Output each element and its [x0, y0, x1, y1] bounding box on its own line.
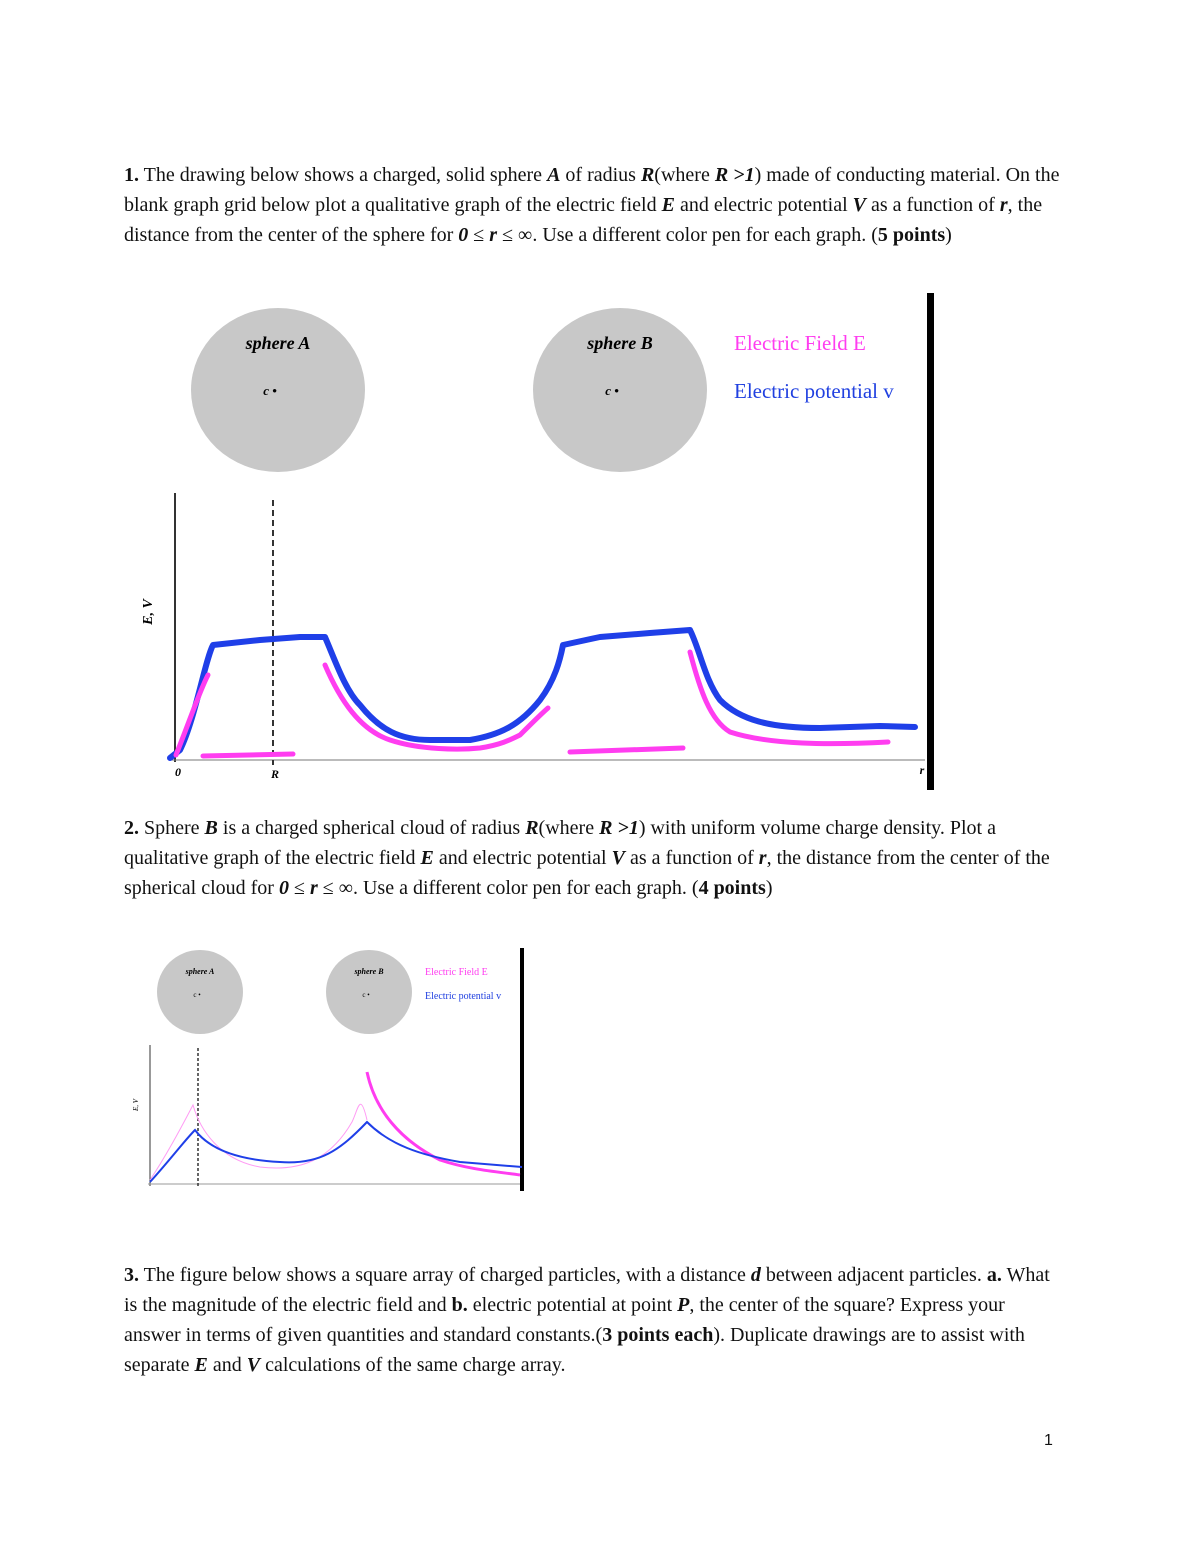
text-run: R [525, 817, 539, 839]
figure-1: sphere A sphere B c • c • Electric Field… [141, 293, 934, 790]
text-run: as a function of [624, 847, 759, 869]
x-tick: 0 [175, 765, 181, 779]
potential-sketch [149, 1120, 523, 1183]
text-run: ) with uniform volume charge density. Pl… [124, 817, 996, 869]
legend-e: Electric Field E [734, 331, 866, 355]
text-run: V [246, 1354, 261, 1376]
text-run: The figure below shows a square array of… [139, 1264, 751, 1286]
legend-v: Electric potential v [734, 379, 894, 403]
center-label: c • [362, 991, 370, 999]
text-run: A [547, 164, 561, 186]
question-1: 1. The drawing below shows a charged, so… [124, 160, 1064, 250]
text-run: of radius [560, 164, 641, 186]
text-run: and electric potential [433, 847, 612, 869]
text-run: 4 points [698, 877, 766, 899]
sphere-label: sphere A [245, 333, 311, 353]
text-run: 3 points each [602, 1324, 714, 1346]
text-run: V [852, 194, 866, 216]
text-run: 3. [124, 1264, 139, 1286]
sphere [157, 950, 243, 1034]
text-run: R [640, 164, 655, 186]
text-run: E [661, 194, 675, 216]
sphere [533, 308, 707, 472]
text-run: R >1 [599, 817, 639, 839]
question-2: 2. Sphere B is a charged spherical cloud… [124, 813, 1064, 903]
text-run: 5 points [877, 224, 946, 246]
x-axis-label: r [920, 763, 925, 777]
potential-sketch [167, 627, 918, 761]
text-run: ≤ ∞. Use a different color pen for each … [497, 224, 878, 246]
text-run: and [207, 1354, 247, 1376]
text-run: What is the magnitude of the electric fi… [124, 1264, 1050, 1316]
sphere-label: sphere A [185, 967, 215, 976]
text-run: The drawing below shows a charged, solid… [139, 164, 548, 186]
text-run: E [420, 847, 434, 869]
text-run: ) [945, 224, 952, 246]
text-run: ) [765, 877, 773, 899]
text-run: (where [538, 817, 600, 839]
text-run: and electric potential [674, 194, 853, 216]
text-run: V [611, 847, 625, 869]
text-run: , the distance from the center of the sp… [124, 847, 1050, 899]
y-axis-label: E, V [141, 598, 156, 626]
text-run: , the center of the square? Express your… [124, 1294, 1005, 1346]
edge-bar [520, 948, 524, 1191]
text-run: R >1 [714, 164, 755, 186]
y-axis-label: E, V [132, 1098, 140, 1112]
legend-e: Electric Field E [425, 967, 488, 978]
text-run: B [204, 817, 218, 839]
text-run: electric potential at point [467, 1294, 678, 1316]
text-run: d [750, 1264, 761, 1286]
field-sketch [365, 1071, 521, 1177]
text-run: ≤ ∞. Use a different color pen for each … [317, 877, 699, 899]
text-run: ). Duplicate drawings are to assist with… [124, 1324, 1025, 1376]
text-run: between adjacent particles. [760, 1264, 987, 1286]
text-run: b. [451, 1294, 468, 1316]
text-run: calculations of the same charge array. [260, 1354, 566, 1376]
question-3: 3. The figure below shows a square array… [124, 1260, 1064, 1380]
sphere-label: sphere B [353, 967, 384, 976]
text-run: , the distance from the center of the sp… [124, 194, 1043, 246]
text-run: 0 [458, 224, 469, 246]
text-run: 2. [124, 817, 139, 839]
center-label: c • [605, 383, 619, 398]
text-run: r [489, 224, 498, 246]
sphere-label: sphere B [586, 333, 653, 353]
text-run: ≤ [468, 224, 490, 246]
text-run: 0 [278, 877, 289, 899]
text-run: E [194, 1354, 208, 1376]
text-run: Sphere [139, 817, 205, 839]
text-run: ) made of conducting material. On the bl… [124, 164, 1060, 216]
field-sketch [149, 1103, 368, 1181]
text-run: (where [654, 164, 715, 186]
center-label: c • [263, 383, 277, 398]
field-sketch [173, 649, 891, 759]
text-run: ≤ [288, 877, 310, 899]
page-number: 1 [1044, 1432, 1053, 1449]
text-run: r [309, 877, 318, 899]
text-run: r [999, 194, 1008, 216]
text-run: P [677, 1294, 690, 1316]
text-run: a. [986, 1264, 1002, 1286]
edge-bar [927, 293, 934, 790]
sphere [191, 308, 365, 472]
figure-2: sphere A sphere B c • c • Electric Field… [132, 948, 524, 1191]
legend-v: Electric potential v [425, 991, 501, 1002]
center-label: c • [193, 991, 201, 999]
text-run: 1. [124, 164, 139, 186]
text-run: r [758, 847, 767, 869]
text-run: as a function of [865, 194, 1000, 216]
sphere [326, 950, 412, 1034]
text-run: is a charged spherical cloud of radius [217, 817, 526, 839]
x-tick: R [270, 767, 279, 781]
